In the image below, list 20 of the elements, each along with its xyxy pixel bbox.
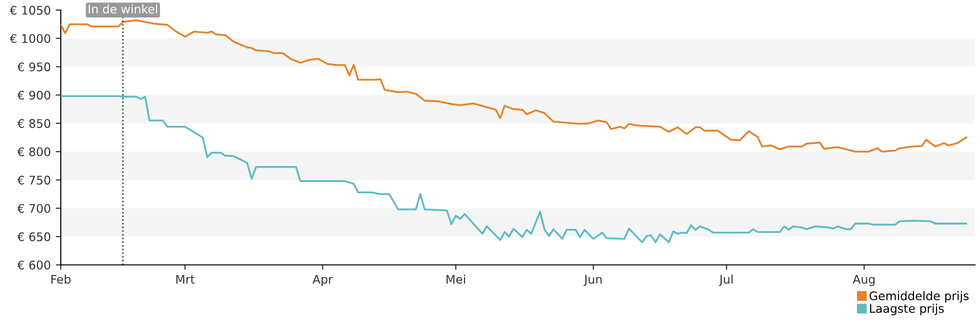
- x-tick-label: Aug: [852, 274, 875, 286]
- x-tick-label: Mrt: [176, 274, 195, 284]
- y-tick-label: € 1050: [10, 6, 50, 15]
- y-tick-label: € 650: [17, 232, 50, 242]
- y-tick-label: € 600: [17, 260, 50, 270]
- x-tick-label: Jul: [718, 274, 733, 286]
- y-tick-label: € 900: [17, 90, 50, 100]
- ref-line-label: In de winkel: [88, 4, 158, 14]
- x-tick-label: Feb: [51, 274, 71, 284]
- legend-label: Gemiddelde prijs: [870, 291, 969, 303]
- y-tick-label: € 950: [17, 62, 50, 72]
- y-tick-label: € 1000: [10, 34, 50, 44]
- legend-label: Laagste prijs: [870, 304, 944, 316]
- x-tick-label: Apr: [312, 274, 333, 286]
- y-tick-label: € 800: [17, 147, 50, 156]
- y-tick-label: € 850: [17, 119, 50, 128]
- x-tick-label: Mei: [446, 274, 466, 284]
- x-tick-label: Jun: [584, 274, 602, 286]
- y-tick-label: € 750: [17, 176, 50, 185]
- y-tick-label: € 700: [17, 204, 50, 213]
